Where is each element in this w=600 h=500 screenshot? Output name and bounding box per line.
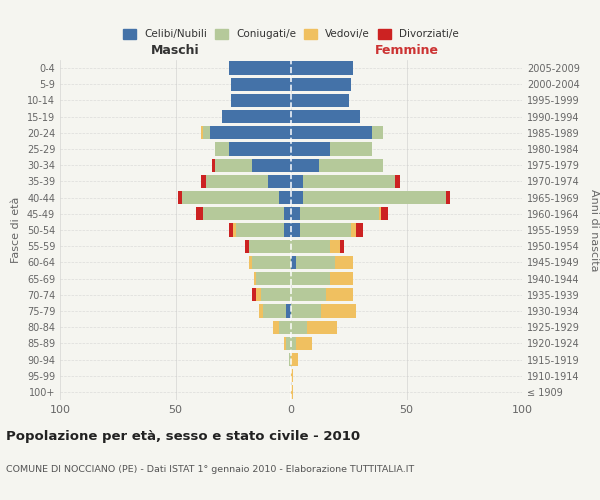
Bar bbox=[261, 288, 291, 302]
Bar bbox=[289, 353, 291, 366]
Bar bbox=[215, 142, 229, 156]
Bar bbox=[252, 256, 291, 269]
Bar bbox=[178, 191, 182, 204]
Bar bbox=[229, 224, 233, 236]
Bar bbox=[291, 62, 353, 74]
Bar bbox=[302, 175, 395, 188]
Bar bbox=[203, 207, 284, 220]
Bar bbox=[250, 256, 252, 269]
Bar bbox=[291, 175, 302, 188]
Bar bbox=[330, 142, 372, 156]
Bar bbox=[284, 207, 291, 220]
Bar bbox=[291, 110, 360, 124]
Bar bbox=[321, 304, 356, 318]
Bar bbox=[231, 78, 291, 91]
Bar bbox=[291, 353, 298, 366]
Bar bbox=[395, 175, 400, 188]
Bar bbox=[291, 142, 330, 156]
Bar bbox=[319, 158, 383, 172]
Bar bbox=[291, 272, 330, 285]
Bar bbox=[300, 207, 379, 220]
Bar bbox=[302, 191, 446, 204]
Bar bbox=[381, 207, 388, 220]
Bar bbox=[268, 175, 291, 188]
Bar bbox=[236, 224, 284, 236]
Bar bbox=[229, 142, 291, 156]
Text: Popolazione per età, sesso e stato civile - 2010: Popolazione per età, sesso e stato civil… bbox=[6, 430, 360, 443]
Bar bbox=[256, 288, 261, 302]
Bar bbox=[300, 224, 351, 236]
Text: COMUNE DI NOCCIANO (PE) - Dati ISTAT 1° gennaio 2010 - Elaborazione TUTTITALIA.I: COMUNE DI NOCCIANO (PE) - Dati ISTAT 1° … bbox=[6, 465, 414, 474]
Bar bbox=[291, 94, 349, 107]
Bar bbox=[196, 207, 203, 220]
Bar bbox=[245, 240, 250, 253]
Bar bbox=[206, 175, 268, 188]
Bar bbox=[252, 288, 256, 302]
Bar bbox=[291, 288, 326, 302]
Bar bbox=[233, 224, 236, 236]
Bar bbox=[356, 224, 362, 236]
Bar bbox=[446, 191, 451, 204]
Bar bbox=[286, 304, 291, 318]
Text: Maschi: Maschi bbox=[151, 44, 200, 57]
Bar bbox=[215, 158, 252, 172]
Bar bbox=[291, 256, 296, 269]
Bar bbox=[203, 126, 210, 140]
Y-axis label: Anni di nascita: Anni di nascita bbox=[589, 188, 599, 271]
Text: Femmine: Femmine bbox=[374, 44, 439, 57]
Bar bbox=[291, 224, 300, 236]
Bar bbox=[291, 304, 321, 318]
Bar bbox=[291, 336, 296, 350]
Bar bbox=[326, 288, 353, 302]
Bar bbox=[229, 62, 291, 74]
Bar bbox=[201, 126, 203, 140]
Bar bbox=[254, 272, 256, 285]
Bar bbox=[330, 240, 340, 253]
Bar bbox=[272, 320, 280, 334]
Bar bbox=[291, 386, 293, 398]
Bar bbox=[252, 158, 291, 172]
Bar bbox=[291, 191, 302, 204]
Bar bbox=[291, 320, 307, 334]
Bar bbox=[286, 336, 291, 350]
Bar bbox=[351, 224, 356, 236]
Bar bbox=[379, 207, 381, 220]
Bar bbox=[259, 304, 263, 318]
Bar bbox=[291, 78, 351, 91]
Bar bbox=[284, 336, 286, 350]
Bar bbox=[201, 175, 206, 188]
Bar bbox=[335, 256, 353, 269]
Bar bbox=[291, 207, 300, 220]
Bar bbox=[263, 304, 286, 318]
Legend: Celibi/Nubili, Coniugati/e, Vedovi/e, Divorziati/e: Celibi/Nubili, Coniugati/e, Vedovi/e, Di… bbox=[120, 26, 462, 42]
Bar bbox=[182, 191, 280, 204]
Bar bbox=[307, 320, 337, 334]
Bar bbox=[250, 240, 291, 253]
Y-axis label: Fasce di età: Fasce di età bbox=[11, 197, 21, 263]
Bar bbox=[291, 126, 372, 140]
Bar bbox=[256, 272, 291, 285]
Bar bbox=[284, 224, 291, 236]
Bar bbox=[340, 240, 344, 253]
Bar bbox=[291, 240, 330, 253]
Bar bbox=[291, 369, 293, 382]
Bar bbox=[372, 126, 383, 140]
Bar bbox=[231, 94, 291, 107]
Bar bbox=[330, 272, 353, 285]
Bar bbox=[280, 320, 291, 334]
Bar bbox=[296, 336, 312, 350]
Bar bbox=[222, 110, 291, 124]
Bar bbox=[291, 158, 319, 172]
Bar bbox=[210, 126, 291, 140]
Bar bbox=[296, 256, 335, 269]
Bar bbox=[280, 191, 291, 204]
Bar bbox=[212, 158, 215, 172]
